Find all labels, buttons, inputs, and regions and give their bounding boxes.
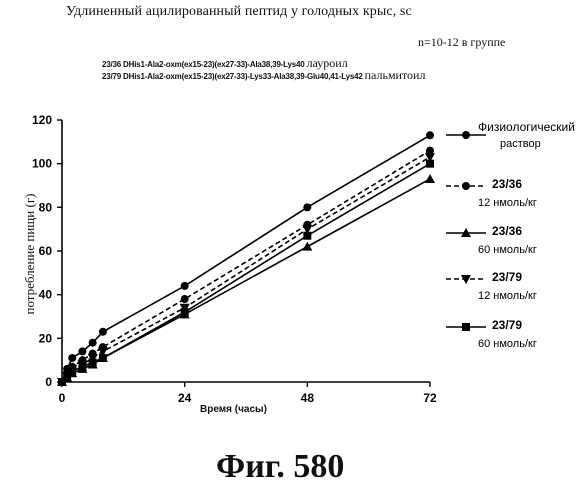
series-1-point	[99, 328, 107, 336]
legend-label-1: Физиологический	[478, 120, 575, 134]
y-tick-label: 100	[32, 157, 52, 171]
legend-marker-5	[462, 323, 470, 331]
legend-sublabel-2: 12 нмоль/кг	[478, 197, 537, 209]
legend-sublabel-1: раствор	[500, 138, 541, 150]
y-tick-label: 80	[39, 200, 53, 214]
y-tick-label: 20	[39, 331, 53, 345]
x-tick-label: 48	[301, 391, 315, 405]
x-tick-label: 72	[423, 391, 437, 405]
series-5-point	[303, 232, 311, 240]
legend-sublabel-5: 60 нмоль/кг	[478, 338, 537, 350]
legend-label-2: 23/36	[492, 177, 522, 191]
legend-sublabel-3: 60 нмоль/кг	[478, 244, 537, 256]
y-tick-label: 0	[45, 375, 52, 389]
series-line-5	[62, 164, 430, 382]
x-tick-label: 24	[178, 391, 192, 405]
series-5-point	[426, 160, 434, 168]
series-2-point	[181, 295, 189, 303]
series-1-point	[68, 354, 76, 362]
x-tick-label: 0	[59, 391, 66, 405]
legend-label-3: 23/36	[492, 224, 522, 238]
y-tick-label: 120	[32, 113, 52, 127]
series-1-point	[303, 203, 311, 211]
series-5-point	[78, 363, 86, 371]
legend-marker-1	[462, 131, 470, 139]
y-tick-label: 60	[39, 244, 53, 258]
series-5-point	[99, 354, 107, 362]
series-line-3	[62, 179, 430, 382]
series-1-point	[78, 347, 86, 355]
series-5-point	[68, 367, 76, 375]
legend-label-5: 23/79	[492, 318, 522, 332]
legend-marker-2	[462, 182, 470, 190]
series-3-point	[425, 174, 435, 183]
series-line-1	[62, 135, 430, 382]
series-line-4	[62, 157, 430, 382]
series-3-point	[302, 242, 312, 251]
series-1-point	[426, 131, 434, 139]
y-tick-label: 40	[39, 288, 53, 302]
series-1-point	[89, 339, 97, 347]
series-5-point	[181, 308, 189, 316]
series-1-point	[181, 282, 189, 290]
legend-sublabel-4: 12 нмоль/кг	[478, 290, 537, 302]
series-line-2	[62, 151, 430, 382]
legend-label-4: 23/79	[492, 270, 522, 284]
figure-label: Фиг. 580	[216, 448, 344, 486]
series-5-point	[89, 358, 97, 366]
